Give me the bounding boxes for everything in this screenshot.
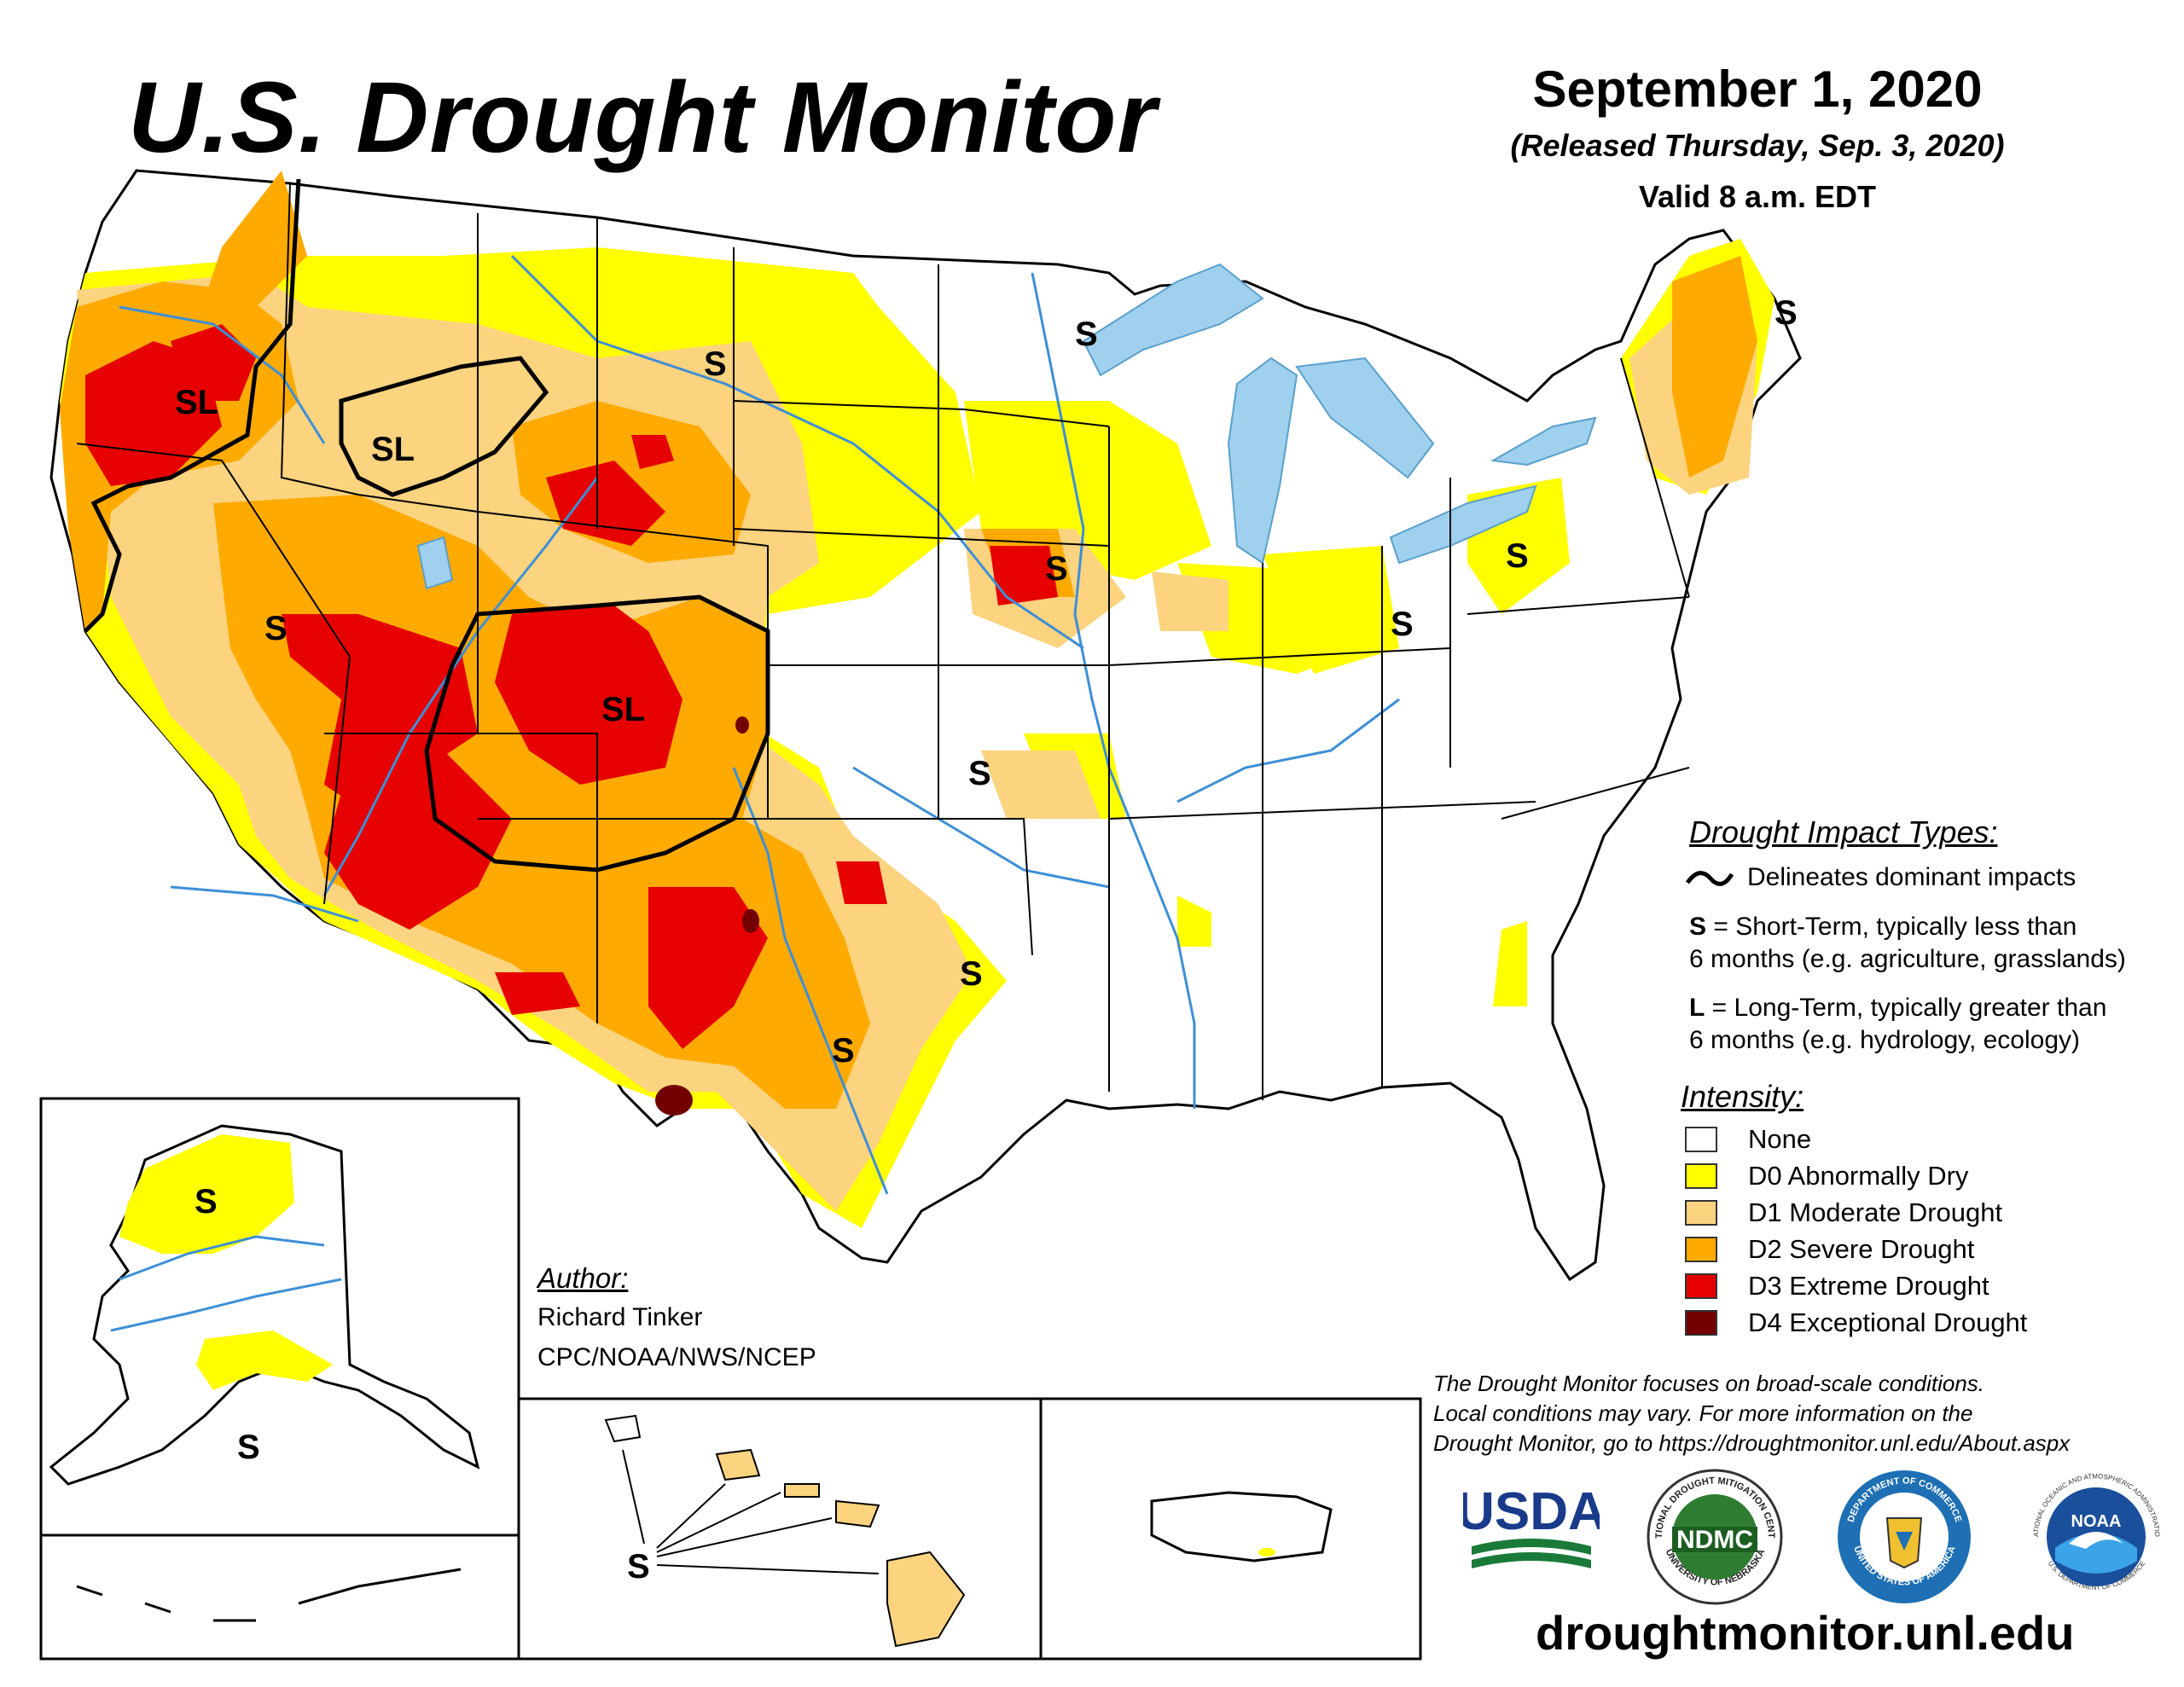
usda-logo: USDA	[1463, 1482, 1600, 1568]
alaska-rivers	[110, 1235, 342, 1332]
impact-long-term-line2: 6 months (e.g. hydrology, ecology)	[1689, 1026, 2081, 1054]
legend-swatch	[1685, 1310, 1717, 1336]
puerto-rico-d0	[1258, 1548, 1275, 1557]
label-s-montana: S	[704, 345, 727, 383]
label-s-texas: S	[832, 1032, 855, 1070]
label-s-maine: S	[1774, 294, 1798, 332]
release-date: (Released Thursday, Sep. 3, 2020)	[1510, 128, 2005, 163]
website-url[interactable]: droughtmonitor.unl.edu	[1536, 1606, 2075, 1660]
delineation-symbol	[1685, 871, 1734, 886]
legend-item: D2 Severe Drought	[1685, 1234, 1974, 1265]
aleutians-inset-frame	[39, 1533, 520, 1661]
noaa-logo-text: NOAA	[2071, 1512, 2122, 1531]
label-s-minnesota: S	[1075, 316, 1098, 353]
intensity-heading: Intensity:	[1681, 1079, 1804, 1114]
legend-item: D3 Extreme Drought	[1685, 1271, 1989, 1301]
impact-labels: SL SL SL S S S S S S S S S S	[175, 294, 1798, 1070]
author-organization: CPC/NOAA/NWS/NCEP	[537, 1343, 816, 1371]
disclaimer-line-2: Local conditions may vary. For more info…	[1433, 1400, 1973, 1426]
legend-label: None	[1748, 1124, 1812, 1154]
legend-item: D4 Exceptional Drought	[1685, 1307, 2027, 1338]
state-borders	[76, 183, 1690, 1100]
author-name: Richard Tinker	[537, 1303, 703, 1331]
legend-label: D3 Extreme Drought	[1748, 1271, 1989, 1301]
map-title: U.S. Drought Monitor	[128, 61, 1158, 174]
label-s-kansas: S	[968, 755, 991, 792]
label-s-hawaii: S	[627, 1548, 650, 1586]
legend-swatch	[1685, 1200, 1717, 1226]
legend-swatch	[1685, 1163, 1717, 1189]
impact-short-term-key: S	[1689, 913, 1707, 941]
disclaimer-line-1: The Drought Monitor focuses on broad-sca…	[1433, 1371, 1985, 1396]
label-s-oklahoma: S	[960, 955, 983, 993]
impact-short-term-line2: 6 months (e.g. agriculture, grasslands)	[1689, 945, 2126, 973]
hawaii-pointers	[622, 1449, 880, 1574]
label-s-ohio: S	[1391, 606, 1414, 643]
label-s-alaska-south: S	[237, 1429, 260, 1466]
puerto-rico-island	[1150, 1491, 1333, 1562]
legend-label: D4 Exceptional Drought	[1748, 1307, 2028, 1337]
impact-long-term-line1: = Long-Term, typically greater than	[1705, 994, 2107, 1022]
great-lakes	[416, 263, 1597, 590]
legend-label: D0 Abnormally Dry	[1748, 1161, 1969, 1191]
label-sl-idaho: SL	[371, 431, 415, 468]
ndmc-logo-text: NDMC	[1676, 1526, 1753, 1554]
legend-item: None	[1685, 1124, 1811, 1155]
legend-swatch	[1685, 1237, 1717, 1262]
impact-long-term-key: L	[1689, 994, 1705, 1022]
commerce-logo: DEPARTMENT OF COMMERCE UNITED STATES OF …	[1838, 1470, 1971, 1603]
d4-areas	[655, 716, 759, 1116]
author-heading: Author:	[537, 1262, 629, 1294]
label-sl-colorado: SL	[601, 691, 645, 728]
label-s-pennsylvania: S	[1506, 537, 1529, 575]
label-s-alaska-north: S	[195, 1183, 218, 1220]
aleutian-islands	[76, 1568, 462, 1622]
impact-long-term: L = Long-Term, typically greater than	[1689, 994, 2106, 1023]
impact-short-term: S = Short-Term, typically less than	[1689, 913, 2077, 942]
alaska-d0	[119, 1134, 294, 1254]
d3-areas	[85, 324, 1058, 1049]
noaa-logo: NATIONAL OCEANIC AND ATMOSPHERIC ADMINIS…	[2026, 1467, 2164, 1605]
legend-label: D2 Severe Drought	[1748, 1234, 1975, 1264]
disclaimer-line-3: Drought Monitor, go to https://droughtmo…	[1433, 1430, 2071, 1456]
hawaii-islands	[604, 1414, 966, 1648]
valid-time: Valid 8 a.m. EDT	[1638, 179, 1877, 214]
impact-short-term-line1: = Short-Term, typically less than	[1706, 913, 2077, 941]
impact-delineations	[84, 178, 770, 872]
legend-item: D1 Moderate Drought	[1685, 1197, 2002, 1228]
impact-delineates-text: Delineates dominant impacts	[1747, 863, 2077, 891]
legend-swatch	[1685, 1127, 1717, 1152]
label-s-nevada: S	[264, 610, 288, 647]
disclaimer: The Drought Monitor focuses on broad-sca…	[1433, 1369, 2167, 1458]
alaska-d0-south	[196, 1330, 333, 1390]
ndmc-logo: NATIONAL DROUGHT MITIGATION CENTER UNIVE…	[1645, 1467, 1783, 1605]
legend-item: D0 Abnormally Dry	[1685, 1161, 1968, 1191]
usda-logo-text: USDA	[1463, 1482, 1600, 1541]
legend-label: D1 Moderate Drought	[1748, 1197, 2003, 1227]
impact-types-heading: Drought Impact Types:	[1689, 815, 1998, 849]
label-sl-oregon: SL	[175, 384, 218, 421]
map-date: September 1, 2020	[1532, 61, 1983, 118]
label-s-iowa: S	[1045, 550, 1068, 588]
legend-swatch	[1685, 1273, 1717, 1299]
